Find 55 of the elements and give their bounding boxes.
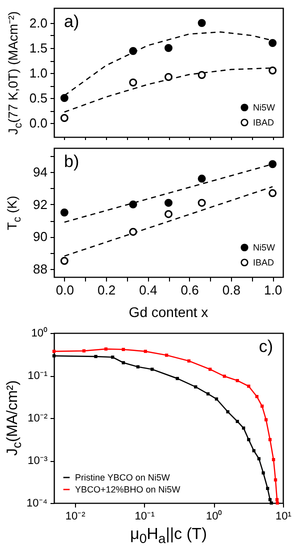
legend-label: IBAD	[253, 258, 275, 268]
y-tick-label: 10⁰	[31, 326, 48, 340]
annotation: b)	[64, 152, 80, 171]
y-tick-label: 10⁻⁴	[26, 498, 48, 510]
y-tick-label: 1.5	[29, 40, 48, 56]
y-tick-label: 90	[33, 229, 48, 244]
point	[60, 208, 68, 216]
y-tick-label: 2.0	[29, 16, 48, 30]
annotation: c)	[258, 337, 273, 356]
y-tick-label: 0.0	[29, 116, 48, 130]
point	[129, 200, 138, 208]
legend-label: YBCO+12%BHO on Ni5W	[75, 484, 181, 494]
point	[60, 114, 68, 122]
x-axis-title: μ$_{0}$H$_{a}$||c (T)	[130, 526, 207, 546]
y-tick-label: 92	[33, 196, 48, 212]
x-tick-label: 1.0	[264, 282, 282, 298]
point	[268, 66, 277, 74]
point	[129, 228, 138, 236]
point	[164, 198, 172, 207]
legend-label: Ni5W	[253, 242, 276, 252]
y-tick-label: 1.0	[29, 66, 48, 80]
x-tick-label: 10¹	[276, 510, 292, 522]
y-tick-label: 88	[33, 261, 48, 276]
point	[129, 47, 138, 55]
point	[268, 39, 277, 47]
point	[198, 174, 206, 183]
y-tick-label: 94	[33, 164, 48, 180]
x-tick-label: 0.6	[180, 282, 199, 298]
point	[198, 19, 206, 27]
y-tick-label: 0.5	[29, 90, 48, 106]
legend-label: Pristine YBCO on Ni5W	[75, 472, 170, 482]
annotation: a)	[64, 12, 80, 31]
y-tick-label: 10⁻²	[28, 412, 48, 424]
legend-label: IBAD	[253, 118, 275, 128]
x-tick-label: 0.4	[139, 282, 158, 298]
x-tick-label: 0.8	[222, 282, 240, 298]
x-tick-label: 10⁻¹	[134, 510, 156, 522]
y-tick-label: 10⁻³	[28, 455, 48, 467]
point	[268, 189, 277, 198]
x-tick-label: 10⁻²	[65, 510, 86, 522]
point	[198, 198, 206, 207]
point	[198, 71, 206, 79]
point	[164, 210, 172, 218]
point	[164, 73, 172, 81]
x-tick-label: 10⁰	[206, 510, 222, 522]
point	[268, 160, 277, 168]
point	[60, 256, 68, 265]
x-axis-title: Gd content x	[128, 304, 208, 320]
point	[164, 44, 172, 52]
point	[129, 78, 138, 86]
y-tick-label: 10⁻¹	[28, 370, 48, 382]
x-tick-label: 0.2	[98, 282, 116, 298]
x-tick-label: 0.0	[56, 282, 74, 298]
legend-label: Ni5W	[253, 102, 276, 112]
point	[60, 94, 68, 102]
